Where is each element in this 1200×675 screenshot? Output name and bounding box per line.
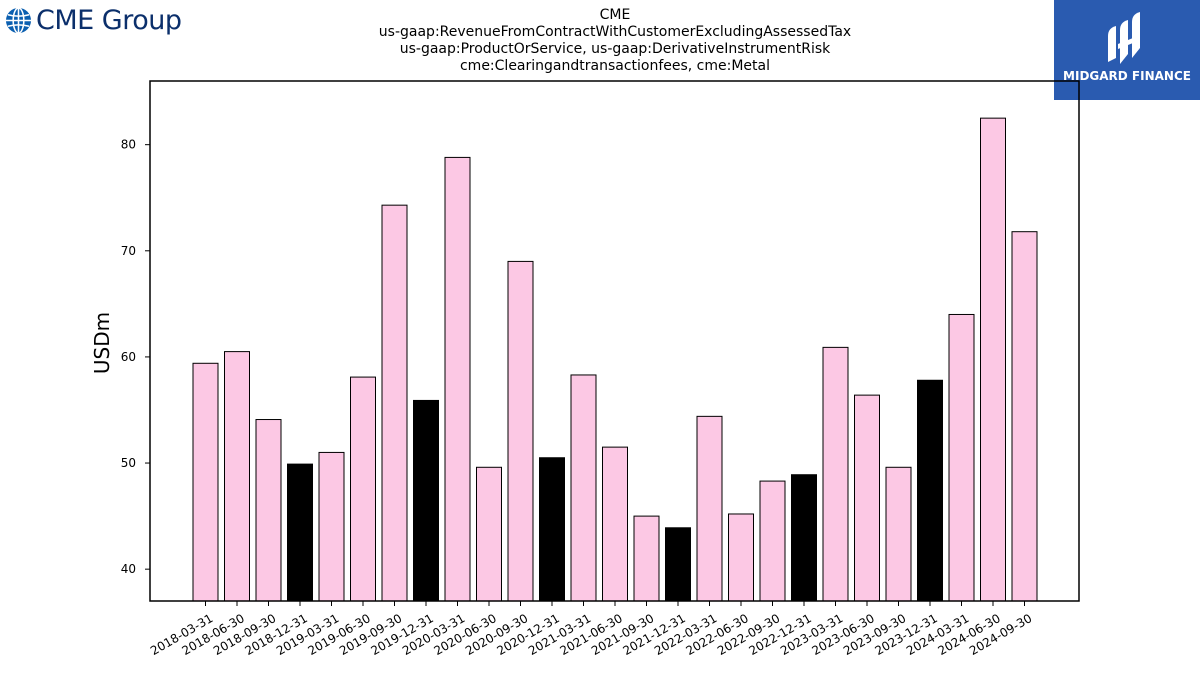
midgard-badge-text: MIDGARD FINANCE [1063, 69, 1191, 83]
bar-2019-06-30 [350, 376, 376, 602]
bar-2020-06-30 [476, 466, 502, 602]
plot-frame [149, 80, 1080, 602]
bar-2023-12-31 [917, 379, 943, 602]
bar-2021-03-31 [570, 374, 597, 602]
chart-title-line: us-gaap:ProductOrService, us-gaap:Deriva… [399, 41, 831, 57]
bar-2019-09-30 [381, 204, 408, 602]
bar-2022-03-31 [696, 415, 723, 602]
y-tick-label: 70 [121, 244, 136, 258]
bar-2024-09-30 [1011, 231, 1038, 602]
bar-2022-09-30 [759, 480, 786, 602]
bar-2023-03-31 [822, 346, 849, 602]
bar-2019-03-31 [318, 451, 345, 602]
bar-2023-06-30 [854, 394, 880, 602]
y-tick-label: 60 [121, 350, 136, 364]
bar-2021-12-31 [665, 527, 691, 602]
bar-2023-09-30 [885, 466, 912, 602]
bar-2018-06-30 [224, 351, 250, 602]
cme-logo-text: CME Group [36, 4, 182, 36]
bar-2018-09-30 [255, 419, 282, 602]
chart-title-line: CME [599, 7, 631, 23]
chart-title: CME us-gaap:RevenueFromContractWithCusto… [250, 7, 980, 75]
y-tick-label: 40 [121, 562, 136, 576]
bar-2021-06-30 [602, 446, 628, 602]
y-axis-label: USDm [90, 312, 114, 374]
bars-layer [192, 117, 1038, 602]
bar-2020-03-31 [444, 156, 471, 602]
midgard-mark-icon [1108, 12, 1140, 64]
bar-2024-06-30 [980, 117, 1006, 602]
bar-2020-12-31 [539, 457, 565, 602]
bar-2019-12-31 [413, 399, 439, 602]
globe-icon [5, 6, 32, 34]
bar-2018-03-31 [192, 362, 219, 602]
y-tick-label: 80 [121, 138, 136, 152]
chart-title-line: cme:Clearingandtransactionfees, cme:Meta… [459, 58, 771, 74]
bar-2024-03-31 [948, 313, 975, 602]
bar-2020-09-30 [507, 260, 534, 602]
chart-title-line: us-gaap:RevenueFromContractWithCustomerE… [378, 24, 852, 40]
bar-2018-12-31 [287, 463, 313, 602]
bar-2022-06-30 [728, 513, 754, 602]
bar-2022-12-31 [791, 474, 817, 602]
bar-2021-09-30 [633, 515, 660, 602]
cme-group-logo: CME Group [5, 4, 182, 36]
y-tick-label: 50 [121, 456, 136, 470]
